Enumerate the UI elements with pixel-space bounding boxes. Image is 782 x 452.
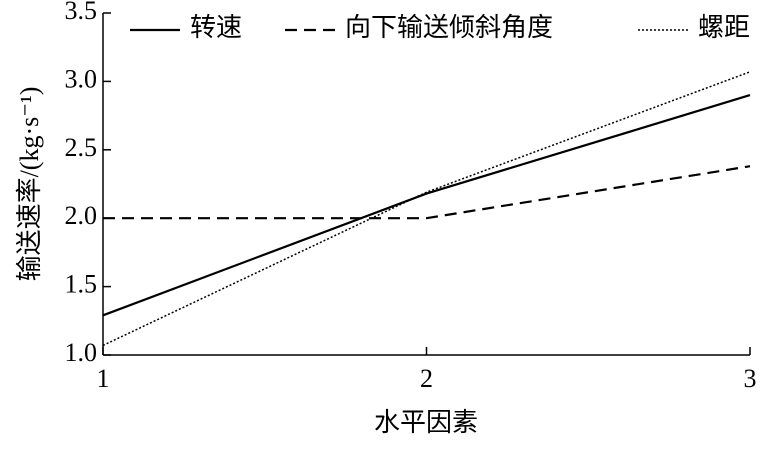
y-tick-label: 2.0 — [65, 201, 98, 230]
x-tick-label: 1 — [97, 364, 110, 393]
x-tick-label: 2 — [420, 364, 433, 393]
y-tick-label: 1.0 — [65, 338, 98, 367]
y-axis-label: 输送速率/(kg·s⁻¹) — [15, 87, 44, 282]
x-tick-label: 3 — [744, 364, 757, 393]
legend-label: 向下输送倾斜角度 — [345, 13, 553, 42]
series-line — [103, 165, 751, 220]
legend-label: 转速 — [190, 13, 242, 42]
y-tick-label: 3.0 — [65, 64, 98, 93]
y-tick-label: 1.5 — [65, 270, 98, 299]
series-line — [102, 94, 751, 317]
legend-label: 螺距 — [698, 13, 750, 42]
y-tick-label: 3.5 — [65, 0, 98, 25]
y-tick-label: 2.5 — [65, 133, 98, 162]
x-axis-label: 水平因素 — [374, 408, 478, 437]
series-line — [102, 71, 751, 347]
